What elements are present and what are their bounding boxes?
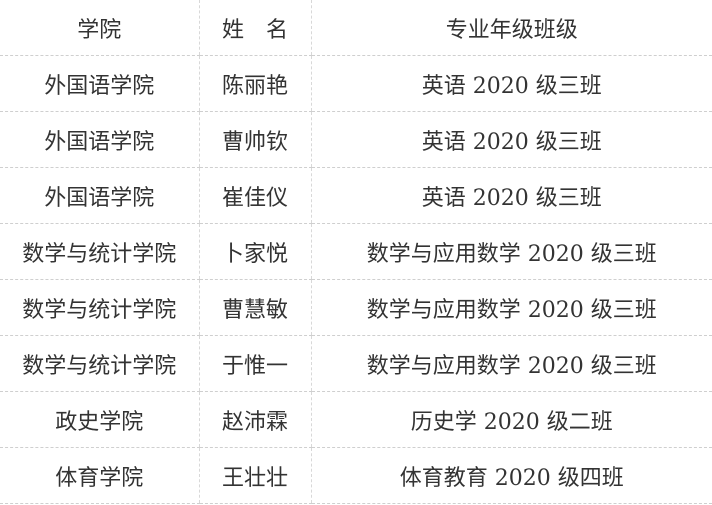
cell-college: 外国语学院 bbox=[0, 111, 199, 168]
cell-class: 英语 2020 级三班 bbox=[310, 167, 712, 224]
table-row: 外国语学院 曹帅钦 英语 2020 级三班 bbox=[0, 111, 712, 168]
header-class: 专业年级班级 bbox=[310, 0, 712, 56]
header-name: 姓 名 bbox=[198, 0, 311, 56]
cell-name: 陈丽艳 bbox=[198, 55, 311, 112]
cell-class: 数学与应用数学 2020 级三班 bbox=[310, 279, 712, 336]
cell-name: 卜家悦 bbox=[198, 223, 311, 280]
table-row: 数学与统计学院 曹慧敏 数学与应用数学 2020 级三班 bbox=[0, 279, 712, 336]
cell-name: 曹帅钦 bbox=[198, 111, 311, 168]
table-row: 数学与统计学院 卜家悦 数学与应用数学 2020 级三班 bbox=[0, 223, 712, 280]
cell-class: 英语 2020 级三班 bbox=[310, 55, 712, 112]
table-row: 外国语学院 崔佳仪 英语 2020 级三班 bbox=[0, 167, 712, 224]
cell-name: 崔佳仪 bbox=[198, 167, 311, 224]
cell-class: 历史学 2020 级二班 bbox=[310, 391, 712, 448]
cell-name: 于惟一 bbox=[198, 335, 311, 392]
cell-class: 体育教育 2020 级四班 bbox=[310, 447, 712, 504]
cell-name: 王壮壮 bbox=[198, 447, 311, 504]
table-row: 数学与统计学院 于惟一 数学与应用数学 2020 级三班 bbox=[0, 335, 712, 392]
table-row: 体育学院 王壮壮 体育教育 2020 级四班 bbox=[0, 447, 712, 504]
cell-class: 数学与应用数学 2020 级三班 bbox=[310, 335, 712, 392]
cell-college: 数学与统计学院 bbox=[0, 279, 199, 336]
cell-class: 英语 2020 级三班 bbox=[310, 111, 712, 168]
header-college: 学院 bbox=[0, 0, 199, 56]
cell-name: 曹慧敏 bbox=[198, 279, 311, 336]
cell-college: 体育学院 bbox=[0, 447, 199, 504]
cell-college: 数学与统计学院 bbox=[0, 223, 199, 280]
table-row: 政史学院 赵沛霖 历史学 2020 级二班 bbox=[0, 391, 712, 448]
cell-college: 外国语学院 bbox=[0, 167, 199, 224]
cell-name: 赵沛霖 bbox=[198, 391, 311, 448]
cell-class: 数学与应用数学 2020 级三班 bbox=[310, 223, 712, 280]
cell-college: 政史学院 bbox=[0, 391, 199, 448]
table-row: 外国语学院 陈丽艳 英语 2020 级三班 bbox=[0, 55, 712, 112]
cell-college: 数学与统计学院 bbox=[0, 335, 199, 392]
header-row: 学院 姓 名 专业年级班级 bbox=[0, 0, 712, 56]
cell-college: 外国语学院 bbox=[0, 55, 199, 112]
